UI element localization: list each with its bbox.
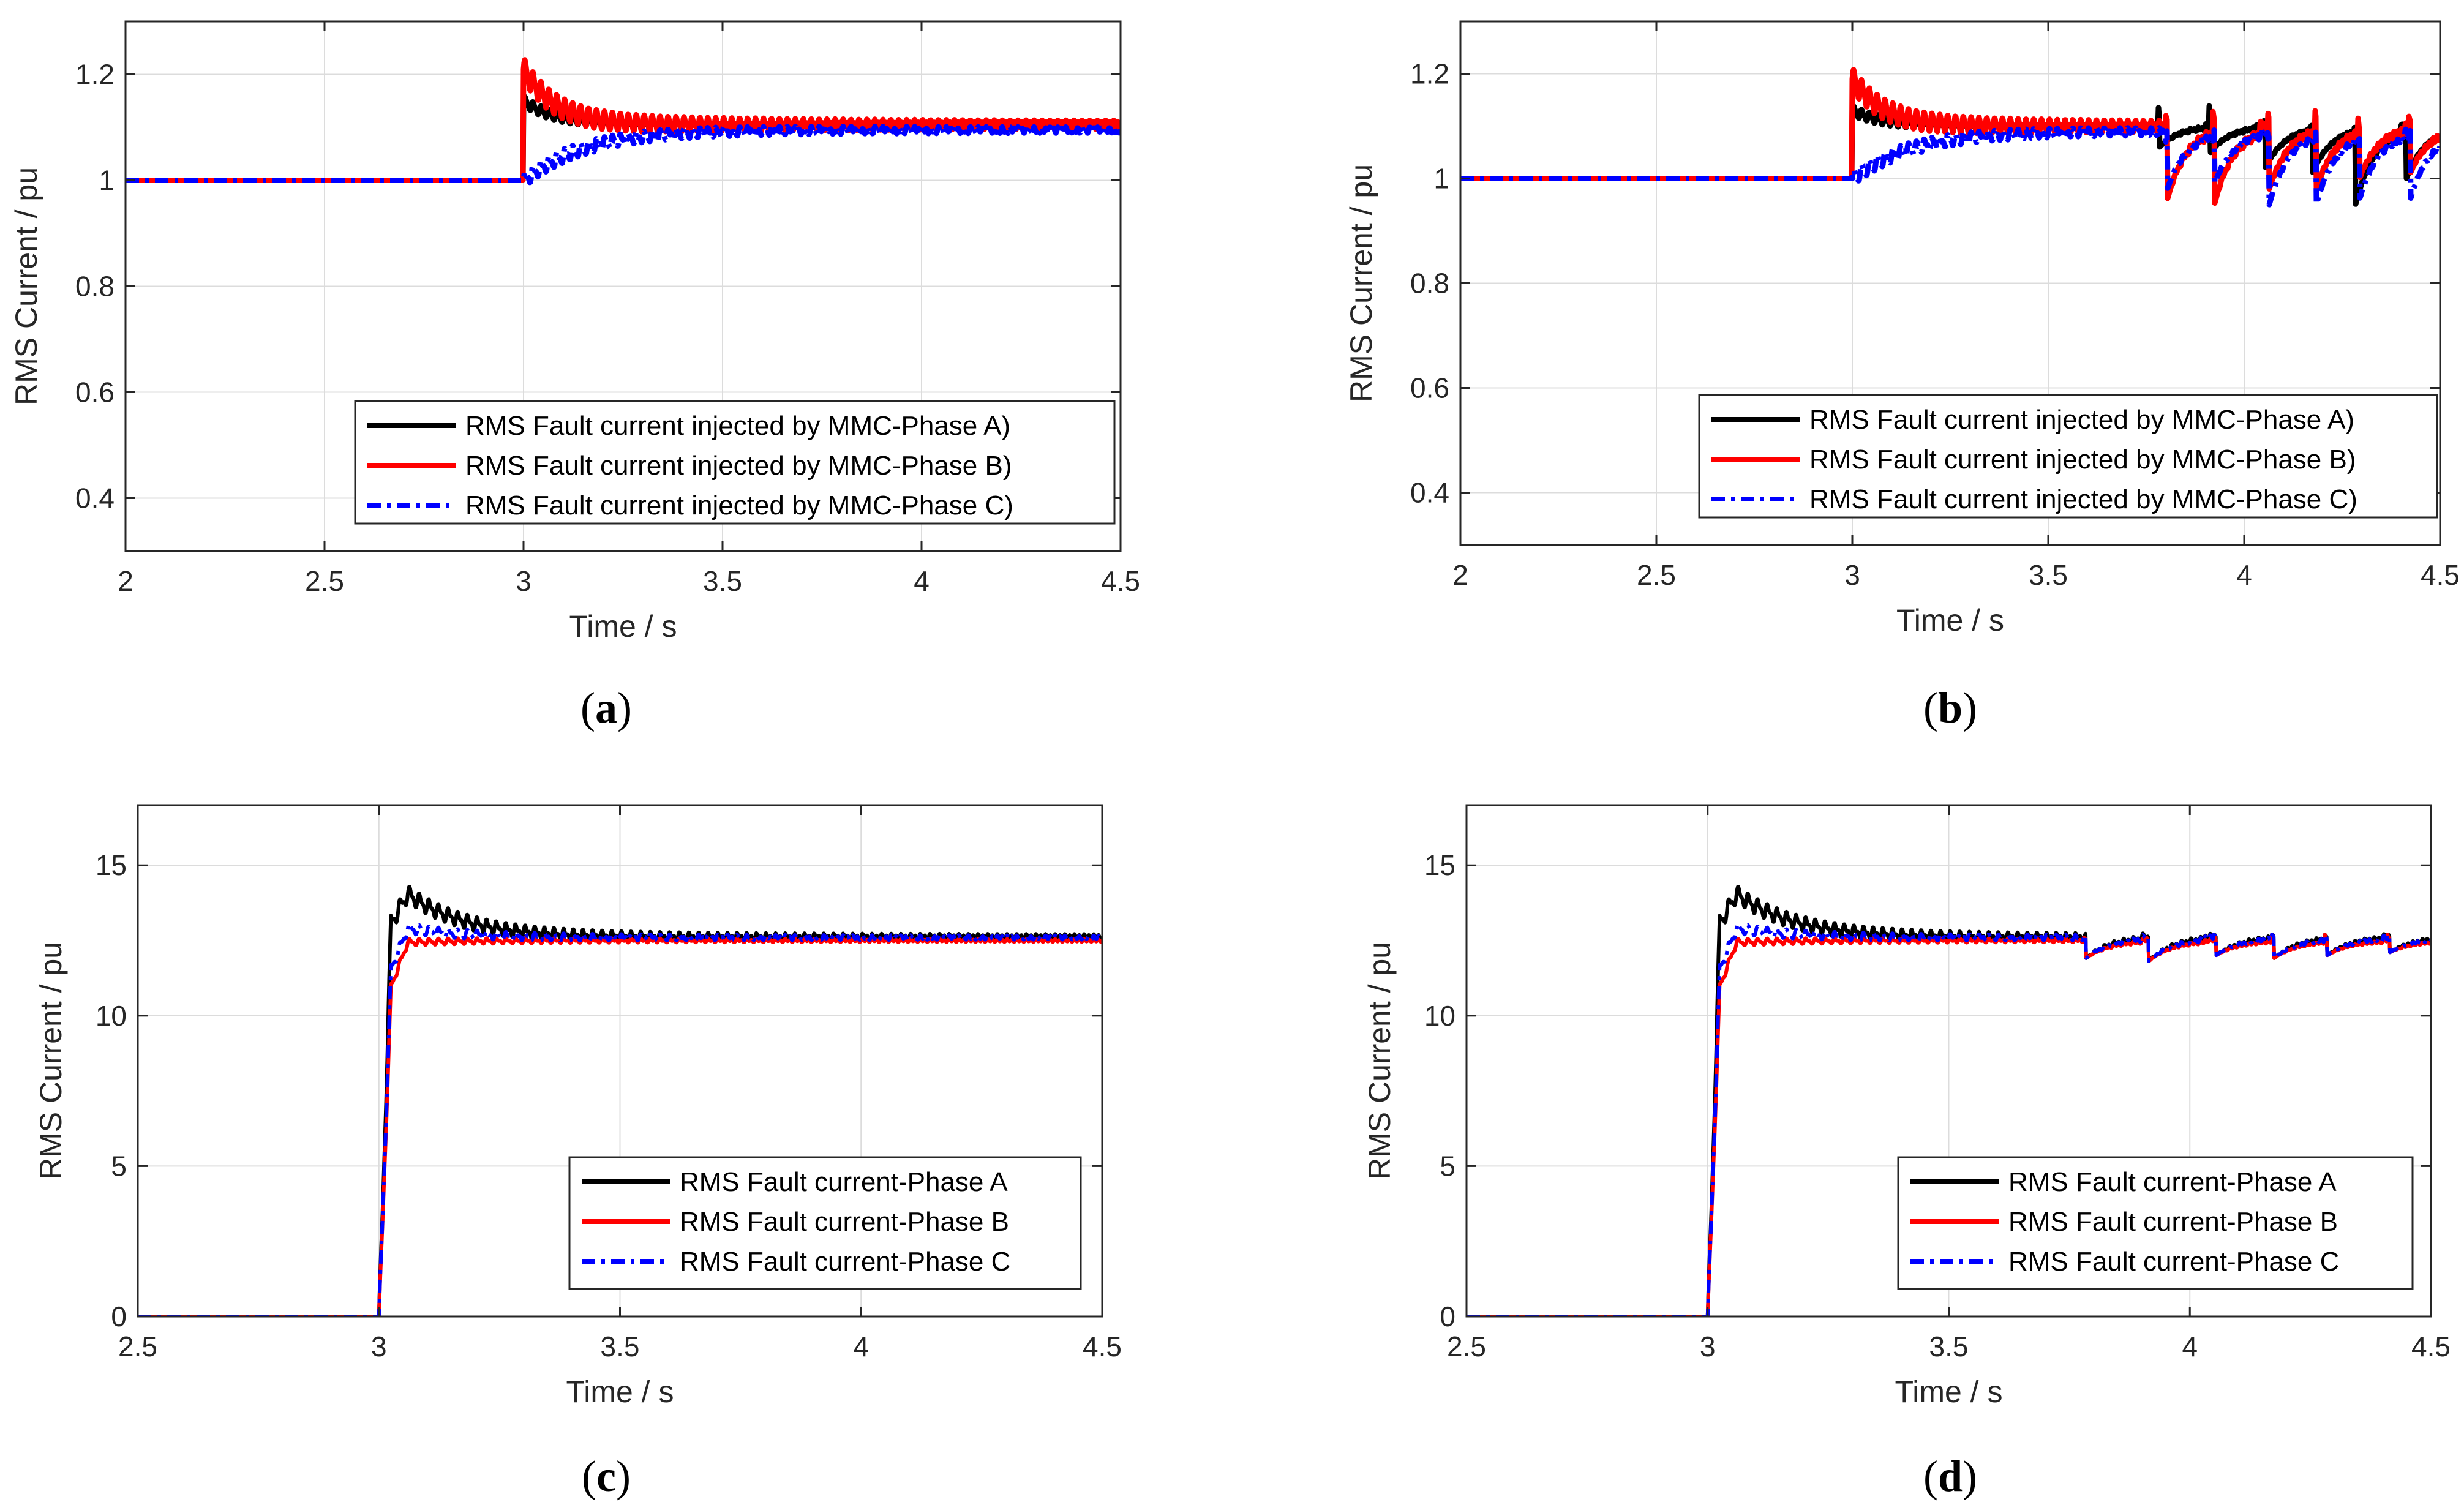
legend-label-3: RMS Fault current-Phase C <box>2008 1247 2339 1277</box>
x-tick-label: 4 <box>2236 559 2252 591</box>
caption-paren-close: ) <box>617 683 632 732</box>
x-axis-label: Time / s <box>566 1375 674 1409</box>
x-tick-label: 4 <box>914 565 930 597</box>
series-line-3 <box>126 124 1121 186</box>
panel-a: 2 2.5 3 3.5 4 4.5 0.4 0.6 0.8 1 1.2 Time / s RMS Cur… <box>9 20 1140 732</box>
panel-d: 2.5 3 3.5 4 4.5 0 5 10 15 Time / s RMS Current / p… <box>1362 804 2451 1501</box>
y-tick-label: 0.6 <box>1410 372 1449 404</box>
x-tick-label: 4.5 <box>1083 1331 1122 1362</box>
caption-letter: a <box>595 683 617 732</box>
x-axis-label: Time / s <box>1895 1375 2003 1409</box>
panel-c: 2.5 3 3.5 4 4.5 0 5 10 15 Time / s RMS Current / p… <box>34 804 1122 1501</box>
y-axis-label: RMS Current / pu <box>34 942 68 1180</box>
legend: RMS Fault current injected by MMC-Phase … <box>1698 394 2438 519</box>
y-tick-label: 0 <box>1440 1301 1455 1332</box>
legend-label-2: RMS Fault current injected by MMC-Phase … <box>465 451 1012 481</box>
series-line-2 <box>1460 67 2440 206</box>
y-tick-label: 10 <box>1424 1000 1455 1032</box>
legend-label-1: RMS Fault current injected by MMC-Phase … <box>1809 405 2354 435</box>
y-tick-label: 0.4 <box>1410 477 1449 509</box>
legend-label-3: RMS Fault current injected by MMC-Phase … <box>1809 484 2357 514</box>
y-tick-label: 0 <box>111 1301 127 1332</box>
x-axis-label: Time / s <box>1896 603 2004 637</box>
y-tick-label: 10 <box>96 1000 127 1032</box>
caption-paren-close: ) <box>1963 683 1977 732</box>
legend-label-2: RMS Fault current-Phase B <box>680 1207 1009 1237</box>
caption-paren-open: ( <box>582 1452 596 1501</box>
legend: RMS Fault current injected by MMC-Phase … <box>354 400 1116 525</box>
legend-label-2: RMS Fault current injected by MMC-Phase … <box>1809 445 2356 475</box>
x-tick-label: 2.5 <box>305 565 344 597</box>
legend: RMS Fault current-Phase A RMS Fault curre… <box>1897 1156 2414 1290</box>
x-tick-label: 3 <box>371 1331 387 1362</box>
x-tick-label: 2.5 <box>1447 1331 1486 1362</box>
y-tick-label: 1 <box>99 165 115 197</box>
caption-paren-open: ( <box>1923 683 1938 732</box>
caption-letter: d <box>1938 1452 1963 1501</box>
series-line-2 <box>126 57 1121 183</box>
x-tick-label: 3 <box>1844 559 1860 591</box>
x-tick-label: 2.5 <box>118 1331 157 1362</box>
caption-letter: c <box>596 1452 616 1501</box>
legend: RMS Fault current-Phase A RMS Fault curre… <box>568 1156 1082 1290</box>
y-axis-label: RMS Current / pu <box>9 167 43 405</box>
x-tick-label: 3 <box>516 565 531 597</box>
caption-paren-close: ) <box>1963 1452 1977 1501</box>
y-tick-label: 1 <box>1433 163 1449 195</box>
x-tick-label: 3.5 <box>703 565 742 597</box>
caption-paren-open: ( <box>1923 1452 1938 1501</box>
x-tick-label: 3 <box>1700 1331 1716 1362</box>
x-tick-label: 3.5 <box>601 1331 640 1362</box>
x-tick-label: 2 <box>1452 559 1468 591</box>
x-tick-label: 3.5 <box>2029 559 2068 591</box>
legend-label-3: RMS Fault current injected by MMC-Phase … <box>465 490 1013 520</box>
legend-label-2: RMS Fault current-Phase B <box>2008 1207 2338 1237</box>
x-tick-label: 2.5 <box>1637 559 1676 591</box>
panel-caption: (a) <box>580 683 632 732</box>
series-line-2 <box>1467 933 2431 1316</box>
y-tick-label: 0.4 <box>75 483 115 514</box>
x-axis-label: Time / s <box>569 609 677 644</box>
y-axis-label: RMS Current / pu <box>1362 942 1397 1180</box>
y-tick-label: 0.6 <box>75 377 115 408</box>
x-tick-label: 4 <box>2182 1331 2198 1362</box>
panel-b: 2 2.5 3 3.5 4 4.5 0.4 0.6 0.8 1 1.2 Time / s RMS Cur… <box>1344 20 2460 732</box>
series-line-3 <box>1467 922 2431 1316</box>
y-tick-label: 5 <box>1440 1150 1455 1182</box>
y-axis-label: RMS Current / pu <box>1344 164 1378 402</box>
legend-box <box>354 400 1116 525</box>
legend-label-1: RMS Fault current-Phase A <box>680 1167 1008 1197</box>
series-line-3 <box>138 922 1102 1316</box>
y-tick-label: 0.8 <box>1410 268 1449 299</box>
panel-caption: (b) <box>1923 683 1977 732</box>
caption-paren-close: ) <box>616 1452 631 1501</box>
x-tick-label: 3.5 <box>1929 1331 1969 1362</box>
y-tick-label: 5 <box>111 1150 127 1182</box>
legend-label-1: RMS Fault current-Phase A <box>2008 1167 2337 1197</box>
y-tick-label: 15 <box>1424 849 1455 881</box>
caption-paren-open: ( <box>580 683 595 732</box>
legend-box <box>1698 394 2438 519</box>
x-tick-label: 4.5 <box>1101 565 1140 597</box>
x-tick-label: 4.5 <box>2421 559 2460 591</box>
caption-letter: b <box>1938 683 1963 732</box>
y-tick-label: 1.2 <box>1410 58 1449 90</box>
y-tick-label: 1.2 <box>75 59 115 91</box>
series-line-2 <box>138 936 1102 1316</box>
x-tick-label: 2 <box>118 565 133 597</box>
y-tick-label: 0.8 <box>75 271 115 302</box>
x-tick-label: 4 <box>853 1331 869 1362</box>
x-tick-label: 4.5 <box>2411 1331 2451 1362</box>
legend-label-1: RMS Fault current injected by MMC-Phase … <box>465 411 1010 441</box>
y-tick-label: 15 <box>96 849 127 881</box>
panel-caption: (c) <box>582 1452 631 1501</box>
legend-label-3: RMS Fault current-Phase C <box>680 1247 1010 1277</box>
panel-caption: (d) <box>1923 1452 1977 1501</box>
